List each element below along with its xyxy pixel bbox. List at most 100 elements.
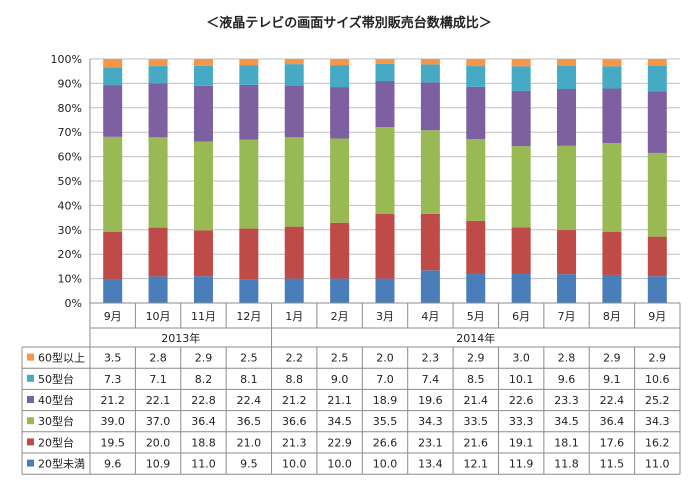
bar-segment [420, 64, 440, 83]
legend-swatch [27, 374, 34, 382]
table-cell: 36.4 [191, 415, 216, 428]
bar-segment [103, 231, 123, 280]
bar-segment [239, 84, 259, 140]
table-cell: 8.5 [467, 373, 485, 386]
table-cell: 2.5 [331, 352, 349, 365]
bar-segment [239, 65, 259, 85]
table-cell: 21.0 [237, 436, 262, 449]
y-tick-label: 40% [58, 199, 82, 212]
bar-segment [148, 59, 168, 67]
table-cell: 36.5 [237, 415, 262, 428]
year-group-label: 2014年 [456, 331, 495, 345]
table-cell: 21.3 [282, 436, 307, 449]
bar-segment [602, 88, 622, 144]
table-cell: 21.1 [327, 394, 352, 407]
table-cell: 8.1 [240, 373, 258, 386]
bar-segment [148, 83, 168, 138]
bar-segment [420, 82, 440, 131]
table-cell: 22.4 [600, 394, 625, 407]
y-tick-label: 70% [58, 126, 82, 139]
bar-segment [647, 152, 667, 237]
x-tick-label: 8月 [603, 310, 621, 323]
table-cell: 22.9 [327, 436, 352, 449]
y-tick-label: 50% [58, 175, 82, 188]
table-cell: 33.5 [464, 415, 489, 428]
bar-segment [420, 59, 440, 65]
table-cell: 11.8 [554, 458, 579, 471]
table-cell: 22.6 [509, 394, 534, 407]
table-cell: 18.9 [373, 394, 398, 407]
table-cell: 21.2 [100, 394, 125, 407]
y-tick-label: 20% [58, 248, 82, 261]
bar-segment [375, 127, 395, 214]
bar-segment [602, 231, 622, 275]
table-cell: 9.6 [104, 458, 122, 471]
table-cell: 2.0 [376, 352, 394, 365]
table-cell: 11.9 [509, 458, 534, 471]
x-tick-label: 12月 [236, 310, 261, 323]
table-cell: 10.6 [645, 373, 670, 386]
table-cell: 19.6 [418, 394, 443, 407]
table-cell: 17.6 [600, 436, 625, 449]
y-tick-label: 100% [51, 53, 82, 66]
bar-segment [239, 139, 259, 229]
bar-segment [239, 59, 259, 66]
bar-segment [557, 65, 577, 90]
table-cell: 26.6 [373, 436, 398, 449]
table-cell: 20.0 [146, 436, 171, 449]
bar-segment [284, 226, 304, 279]
bar-segment [557, 59, 577, 66]
bar-segment [193, 141, 213, 231]
bar-segment [511, 66, 531, 91]
x-tick-label: 6月 [512, 310, 530, 323]
table-cell: 3.0 [512, 352, 530, 365]
bar-segment [466, 66, 486, 87]
table-cell: 33.3 [509, 415, 534, 428]
table-cell: 36.4 [600, 415, 625, 428]
bar-segment [239, 228, 259, 280]
y-tick-label: 60% [58, 151, 82, 164]
bar-segment [420, 270, 440, 303]
bar-segment [330, 222, 350, 279]
bar-segment [284, 278, 304, 303]
bar-segment [103, 279, 123, 303]
bar-segment [511, 90, 531, 147]
y-tick-label: 30% [58, 224, 82, 237]
table-cell: 34.3 [645, 415, 670, 428]
bar-segment [466, 59, 486, 67]
table-cell: 10.0 [282, 458, 307, 471]
table-cell: 34.3 [418, 415, 443, 428]
y-tick-label: 80% [58, 102, 82, 115]
table-cell: 36.6 [282, 415, 307, 428]
bar-segment [375, 278, 395, 303]
table-cell: 19.1 [509, 436, 534, 449]
bar-segment [602, 274, 622, 303]
bar-segment [647, 91, 667, 153]
x-tick-label: 2月 [331, 310, 349, 323]
table-cell: 22.4 [237, 394, 262, 407]
table-cell: 19.5 [100, 436, 125, 449]
legend-label: 60型以上 [38, 351, 85, 365]
table-cell: 18.8 [191, 436, 216, 449]
table-cell: 9.0 [331, 373, 349, 386]
table-cell: 2.8 [149, 352, 167, 365]
bar-segment [103, 136, 123, 232]
table-cell: 9.1 [603, 373, 621, 386]
bar-segment [557, 89, 577, 146]
bar-segment [148, 66, 168, 84]
bar-segment [375, 59, 395, 64]
x-tick-label: 3月 [376, 310, 394, 323]
bar-segment [148, 227, 168, 277]
legend-swatch [27, 417, 34, 425]
table-cell: 16.2 [645, 436, 670, 449]
table-cell: 8.8 [285, 373, 303, 386]
legend-label: 30型台 [38, 414, 74, 428]
bar-segment [602, 66, 622, 89]
legend-swatch [27, 396, 34, 403]
bar-segment [284, 64, 304, 86]
table-cell: 10.0 [327, 458, 352, 471]
x-tick-label: 11月 [191, 310, 216, 323]
table-cell: 37.0 [146, 415, 171, 428]
bar-segment [330, 59, 350, 66]
